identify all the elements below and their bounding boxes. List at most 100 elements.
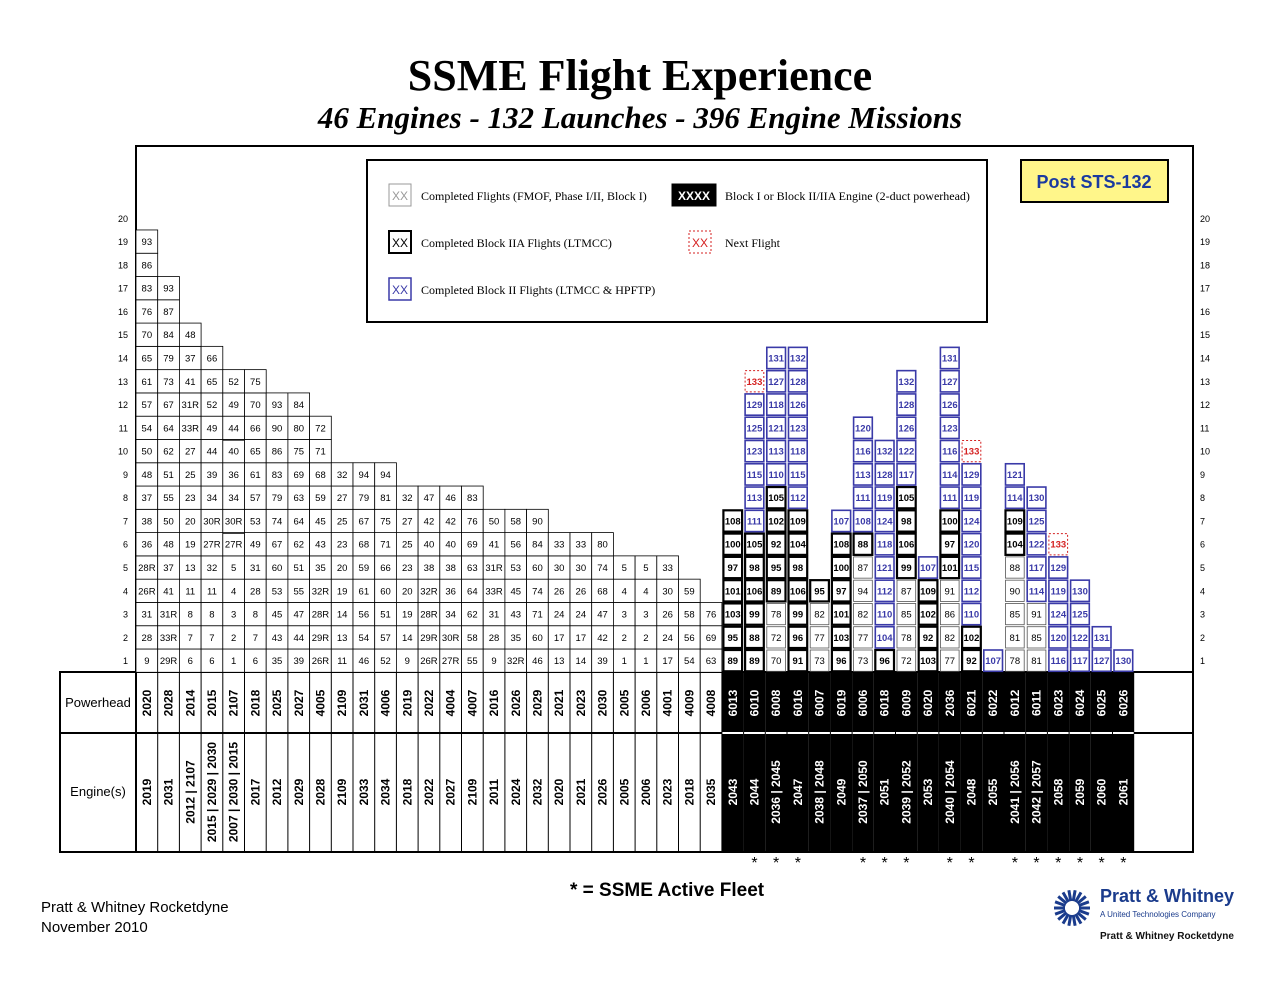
flight-cell: [787, 648, 809, 673]
flight-cell: [895, 485, 917, 510]
flight-number: 85: [1010, 610, 1021, 621]
flight-cell: [244, 369, 267, 394]
flight-number: 27R: [203, 540, 221, 551]
flight-number: 120: [855, 423, 871, 434]
level-label-right: 17: [1200, 284, 1210, 294]
level-label-right: 14: [1200, 354, 1210, 364]
flight-number: 77: [944, 656, 955, 667]
flight-cell: [895, 509, 917, 533]
powerhead-label: 2006: [639, 689, 653, 716]
flight-number: 58: [467, 633, 478, 644]
flight-number: 88: [1010, 563, 1021, 574]
flight-cell: [157, 276, 180, 301]
flight-cell: [1026, 486, 1047, 510]
flight-number: 69: [706, 633, 717, 644]
powerhead-label: 6023: [1051, 689, 1065, 716]
flight-number: 117: [1029, 563, 1044, 574]
flight-number: 116: [1051, 656, 1066, 667]
flight-number: 111: [856, 493, 872, 504]
flight-number: 75: [380, 516, 391, 527]
flight-number: 63: [706, 656, 717, 667]
flight-number: 31: [142, 610, 153, 621]
flight-number: 84: [532, 540, 543, 551]
flight-number: 60: [532, 633, 543, 644]
flight-number: 52: [228, 377, 239, 388]
legend-item-label: Block I or Block II/IIA Engine (2-duct p…: [725, 189, 970, 203]
flight-number: 66: [207, 354, 218, 365]
engine-label: 2027: [444, 778, 458, 805]
flight-number: 113: [855, 470, 870, 481]
legend-item-label: Completed Block IIA Flights (LTMCC): [421, 236, 612, 250]
flight-number: 11: [185, 586, 195, 597]
flight-cell: [1069, 602, 1091, 626]
column-band-black: [808, 671, 831, 853]
column-band-black: [895, 671, 918, 853]
flight-number: 79: [359, 493, 370, 504]
flight-cell: [960, 625, 982, 650]
engine-label: 2022: [422, 778, 436, 805]
level-label-right: 5: [1200, 563, 1205, 573]
flight-number: 39: [207, 470, 218, 481]
flight-cell: [853, 626, 873, 649]
flight-number: 76: [706, 610, 717, 621]
flight-number: 23: [402, 563, 413, 574]
flight-number: 31R: [160, 610, 178, 621]
flight-number: 95: [771, 563, 782, 574]
flight-cell: [809, 579, 831, 603]
flight-cell: [765, 393, 787, 417]
engine-label: 2006: [639, 778, 653, 805]
flight-cell: [1069, 649, 1091, 673]
flight-number: 121: [1007, 470, 1024, 481]
flight-number: 35: [510, 633, 521, 644]
flight-number: 1: [622, 656, 627, 667]
powerhead-label: 6022: [986, 689, 1000, 716]
flight-cell: [896, 416, 917, 440]
powerhead-label: 4006: [379, 689, 393, 716]
flight-number: 89: [749, 656, 760, 667]
flight-cell: [766, 626, 786, 649]
powerhead-label: 2018: [248, 689, 262, 716]
flight-cell: [852, 439, 874, 463]
engine-label: 2053: [921, 778, 935, 805]
flight-number: 118: [877, 540, 892, 551]
level-label-left: 8: [123, 493, 128, 503]
footer-date: November 2010: [41, 919, 148, 936]
column-band-black: [938, 671, 961, 853]
flight-number: 111: [942, 493, 958, 504]
flight-cell: [874, 532, 895, 556]
flight-cell: [830, 602, 852, 626]
flight-number: 117: [899, 470, 914, 481]
flight-number: 28R: [138, 563, 156, 574]
flight-number: 96: [793, 633, 804, 644]
powerhead-label: 2028: [162, 689, 176, 716]
flight-number: 31R: [485, 563, 503, 574]
flight-number: 32: [402, 493, 413, 504]
flight-cell: [809, 649, 830, 672]
flight-cell: [961, 486, 982, 510]
flight-number: 60: [380, 586, 391, 597]
flight-number: 4: [643, 586, 648, 597]
flight-cell: [852, 532, 874, 556]
flight-cell: [939, 439, 960, 463]
flight-number: 33: [662, 563, 673, 574]
level-label-left: 13: [118, 377, 128, 387]
logo-ray: [1074, 913, 1083, 925]
logo-ray: [1061, 891, 1070, 903]
flight-number: 78: [901, 633, 912, 644]
logo-ray: [1061, 913, 1070, 925]
flight-cell: [917, 579, 939, 603]
flight-number: 118: [768, 400, 783, 411]
flight-number: 26: [554, 586, 565, 597]
flight-cell: [1026, 509, 1047, 533]
flight-number: 24: [554, 610, 565, 621]
powerhead-label: 6008: [769, 689, 783, 716]
level-label-right: 6: [1200, 540, 1205, 550]
flight-number: 36: [228, 470, 239, 481]
flight-number: 51: [163, 470, 174, 481]
flight-cell: [787, 393, 809, 417]
flight-number: 3: [622, 610, 627, 621]
flight-number: 118: [790, 447, 805, 458]
flight-number: 130: [1115, 656, 1131, 667]
flight-cell: [831, 509, 852, 533]
powerhead-label: 6021: [964, 689, 978, 716]
